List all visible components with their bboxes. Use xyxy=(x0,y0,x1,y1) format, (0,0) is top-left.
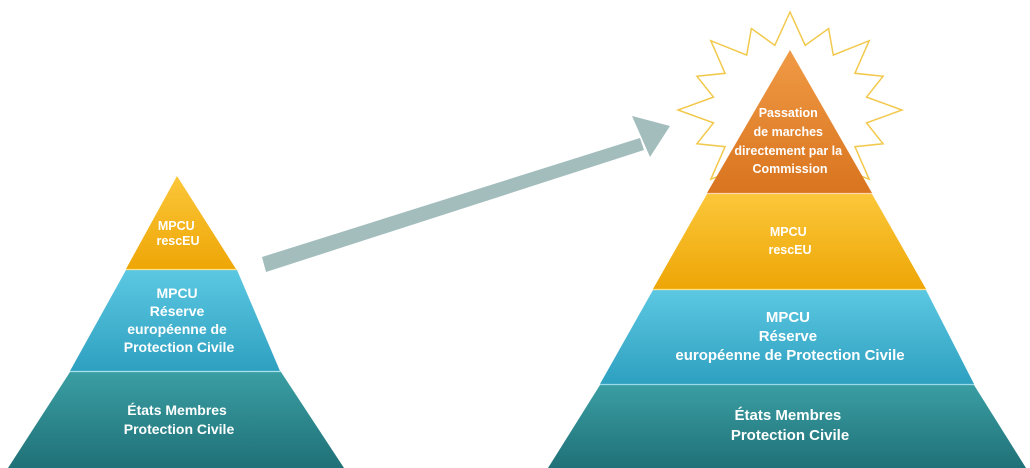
small-top-line-2: rescEU xyxy=(156,234,199,248)
svg-text:MPCU Réserve europ: MPCU Réserve européenne de Protection Ci… xyxy=(124,285,235,355)
large-third-line-1: MPCU xyxy=(766,309,810,326)
small-middle-line-2: Réserve xyxy=(150,303,205,319)
large-pyramid-tier-top xyxy=(707,50,872,193)
large-third-line-2: Réserve xyxy=(759,328,817,345)
large-second-line-2: rescEU xyxy=(768,243,811,257)
small-middle-line-3: européenne de xyxy=(127,321,227,337)
small-pyramid-tier-top xyxy=(126,176,236,269)
large-top-line-1: Passation xyxy=(759,106,818,120)
small-bottom-line-1: États Membres xyxy=(127,402,227,418)
arrow-right-icon xyxy=(262,116,670,272)
svg-text:Passation de marches: Passation de marches directement par la … xyxy=(734,106,845,176)
small-pyramid-tier-bottom xyxy=(8,372,344,468)
svg-text:États Membres Protection: États Membres Protection Civile xyxy=(731,407,849,444)
svg-text:MPCU rescEU: MPCU rescEU xyxy=(768,225,811,257)
large-pyramid-tier-third xyxy=(600,290,974,384)
large-third-line-3: européenne de Protection Civile xyxy=(675,347,904,364)
large-top-line-4: Commission xyxy=(752,162,827,176)
large-second-line-1: MPCU xyxy=(770,225,807,239)
small-bottom-line-2: Protection Civile xyxy=(124,421,235,437)
svg-text:États Membres Protection: États Membres Protection Civile xyxy=(124,402,235,437)
large-pyramid-tier-second xyxy=(653,194,926,289)
small-middle-line-4: Protection Civile xyxy=(124,339,235,355)
large-pyramid: Passation de marches directement par la … xyxy=(548,50,1026,468)
small-middle-line-1: MPCU xyxy=(156,285,197,301)
large-bottom-line-1: États Membres xyxy=(735,407,842,424)
small-pyramid: MPCU rescEU MPCU Réserve européenne de P… xyxy=(8,176,344,468)
large-pyramid-tier-bottom xyxy=(548,385,1026,468)
small-pyramid-tier-middle xyxy=(70,270,280,371)
large-bottom-line-2: Protection Civile xyxy=(731,427,849,444)
large-top-line-3: directement par la xyxy=(734,144,843,158)
svg-text:MPCU rescEU: MPCU rescEU xyxy=(156,219,199,248)
svg-text:MPCU Réserve europ: MPCU Réserve européenne de Protection Ci… xyxy=(675,309,904,364)
large-top-line-2: de marches xyxy=(754,125,824,139)
small-top-line-1: MPCU xyxy=(158,219,195,233)
